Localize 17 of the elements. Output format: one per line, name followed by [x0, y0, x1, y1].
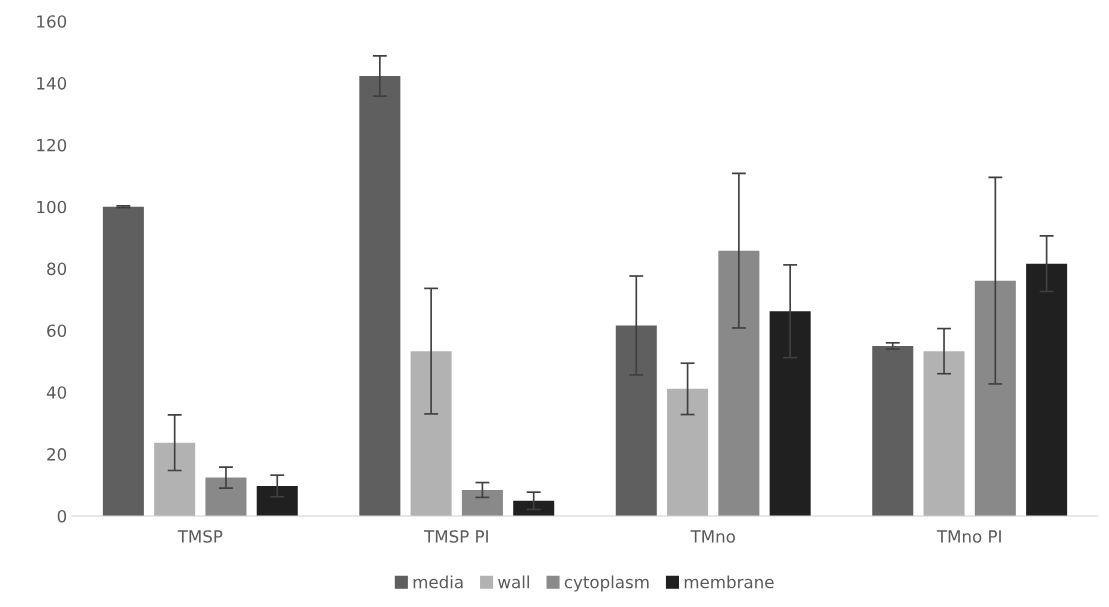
legend-label: wall — [498, 575, 529, 589]
x-tick-label: TMSP PI — [423, 530, 488, 543]
y-tick-label: 80 — [47, 262, 67, 276]
legend-label: cytoplasm — [564, 575, 649, 592]
x-tick-label: TMSP — [177, 530, 223, 543]
y-tick-label: 100 — [37, 200, 67, 214]
y-tick-label: 0 — [57, 509, 67, 523]
y-tick-label: 140 — [37, 77, 67, 90]
y-tick-label: 40 — [46, 386, 67, 399]
y-tick-label: 160 — [37, 15, 67, 28]
y-tick-label: 20 — [47, 448, 67, 461]
legend-label: media — [413, 575, 463, 589]
x-tick-label: TMno PI — [936, 530, 1001, 543]
legend-label: membrane — [684, 575, 774, 589]
y-tick-label: 60 — [47, 324, 67, 337]
y-tick-label: 120 — [37, 138, 67, 152]
x-tick-label: TMno — [690, 530, 735, 543]
